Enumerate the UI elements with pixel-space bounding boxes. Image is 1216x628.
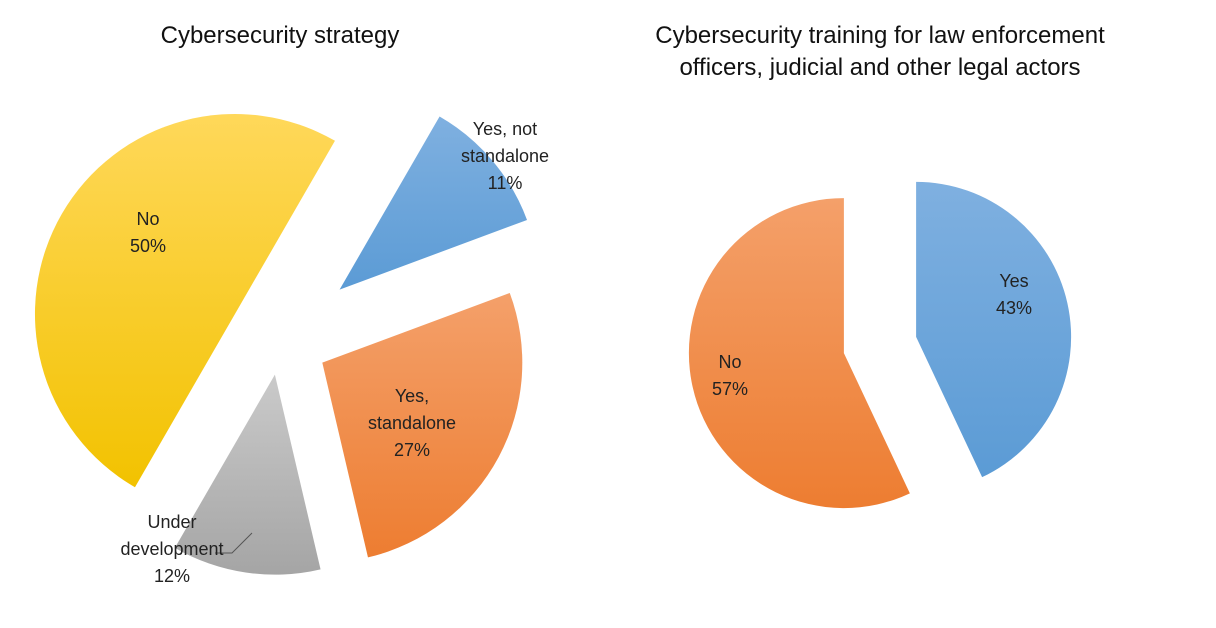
slice-category-label: No [136, 209, 159, 229]
pie-strategy: Yes, not standalone 11% Yes, standalone 27% Un… [34, 113, 549, 586]
slice-value-label: 43% [996, 298, 1032, 318]
slice-category-label: Yes [999, 271, 1028, 291]
slice-value-label: 27% [394, 440, 430, 460]
slice-category-label: Yes, not [473, 119, 537, 139]
pie-slice-no [688, 198, 910, 509]
slice-category-label: Under [147, 512, 196, 532]
pie-training: Yes 43% No 57% [688, 181, 1072, 509]
slice-category-label: Yes, [395, 386, 429, 406]
slice-value-label: 11% [488, 173, 523, 193]
pie-slice-yes [916, 181, 1072, 478]
pie-slice-under-development [174, 374, 321, 575]
slice-value-label: 57% [712, 379, 748, 399]
chart-title-strategy: Cybersecurity strategy [160, 22, 400, 49]
slice-value-label: 50% [130, 236, 166, 256]
slice-category-label: standalone [461, 146, 549, 166]
slice-category-label: development [120, 539, 223, 559]
pie-slice-yes-not-standalone [339, 116, 528, 290]
pie-slice-no [34, 113, 335, 488]
slice-category-label: No [718, 352, 741, 372]
pie-slice-yes-standalone [322, 292, 523, 558]
slice-value-label: 12% [154, 566, 190, 586]
slice-category-label: standalone [368, 413, 456, 433]
label-leader-line [215, 532, 253, 554]
chart-title-training: Cybersecurity training for law enforceme… [655, 22, 1105, 81]
